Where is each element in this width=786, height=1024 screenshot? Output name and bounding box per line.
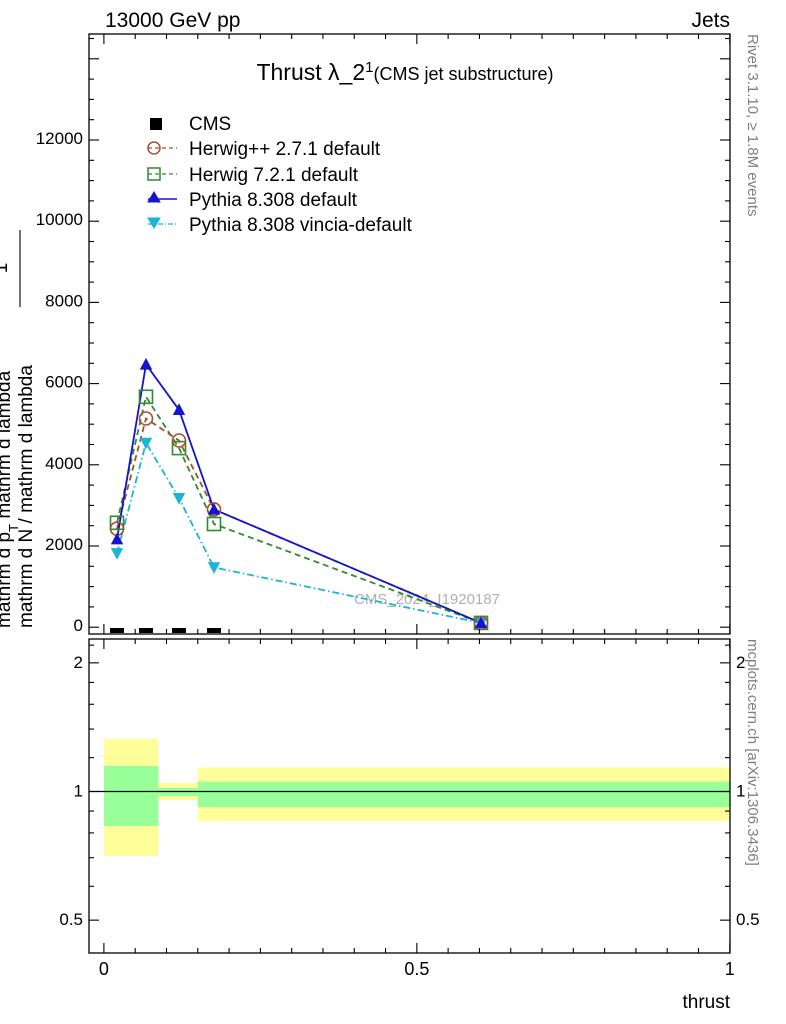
svg-text:0: 0	[74, 616, 83, 635]
svg-text:13000 GeV pp: 13000 GeV pp	[105, 9, 240, 32]
svg-text:6000: 6000	[45, 373, 83, 392]
svg-text:10000: 10000	[36, 210, 83, 229]
svg-text:mcplots.cern.ch [arXiv:1306.34: mcplots.cern.ch [arXiv:1306.3436]	[744, 639, 761, 866]
svg-text:1: 1	[0, 263, 12, 274]
svg-text:mathrm d N / mathrm d lambda: mathrm d N / mathrm d lambda	[16, 365, 37, 628]
svg-text:2: 2	[74, 653, 83, 672]
svg-text:Herwig++ 2.7.1 default: Herwig++ 2.7.1 default	[189, 139, 381, 160]
svg-text:8000: 8000	[45, 291, 83, 310]
svg-text:0: 0	[99, 959, 109, 979]
svg-text:thrust: thrust	[682, 992, 730, 1013]
svg-text:0.5: 0.5	[404, 959, 429, 979]
svg-text:Pythia 8.308 vincia-default: Pythia 8.308 vincia-default	[189, 215, 413, 236]
svg-text:CMS: CMS	[189, 114, 231, 135]
svg-text:Jets: Jets	[691, 9, 730, 32]
svg-text:Pythia 8.308 default: Pythia 8.308 default	[189, 190, 358, 211]
svg-text:Rivet 3.1.10, ≥ 1.8M events: Rivet 3.1.10, ≥ 1.8M events	[744, 34, 761, 217]
svg-text:Herwig 7.2.1 default: Herwig 7.2.1 default	[189, 165, 359, 186]
svg-text:0.5: 0.5	[736, 910, 760, 929]
svg-text:4000: 4000	[45, 454, 83, 473]
svg-text:1: 1	[74, 782, 83, 801]
svg-text:0.5: 0.5	[59, 910, 83, 929]
svg-text:1: 1	[725, 959, 735, 979]
svg-text:12000: 12000	[36, 129, 83, 148]
svg-text:2000: 2000	[45, 535, 83, 554]
